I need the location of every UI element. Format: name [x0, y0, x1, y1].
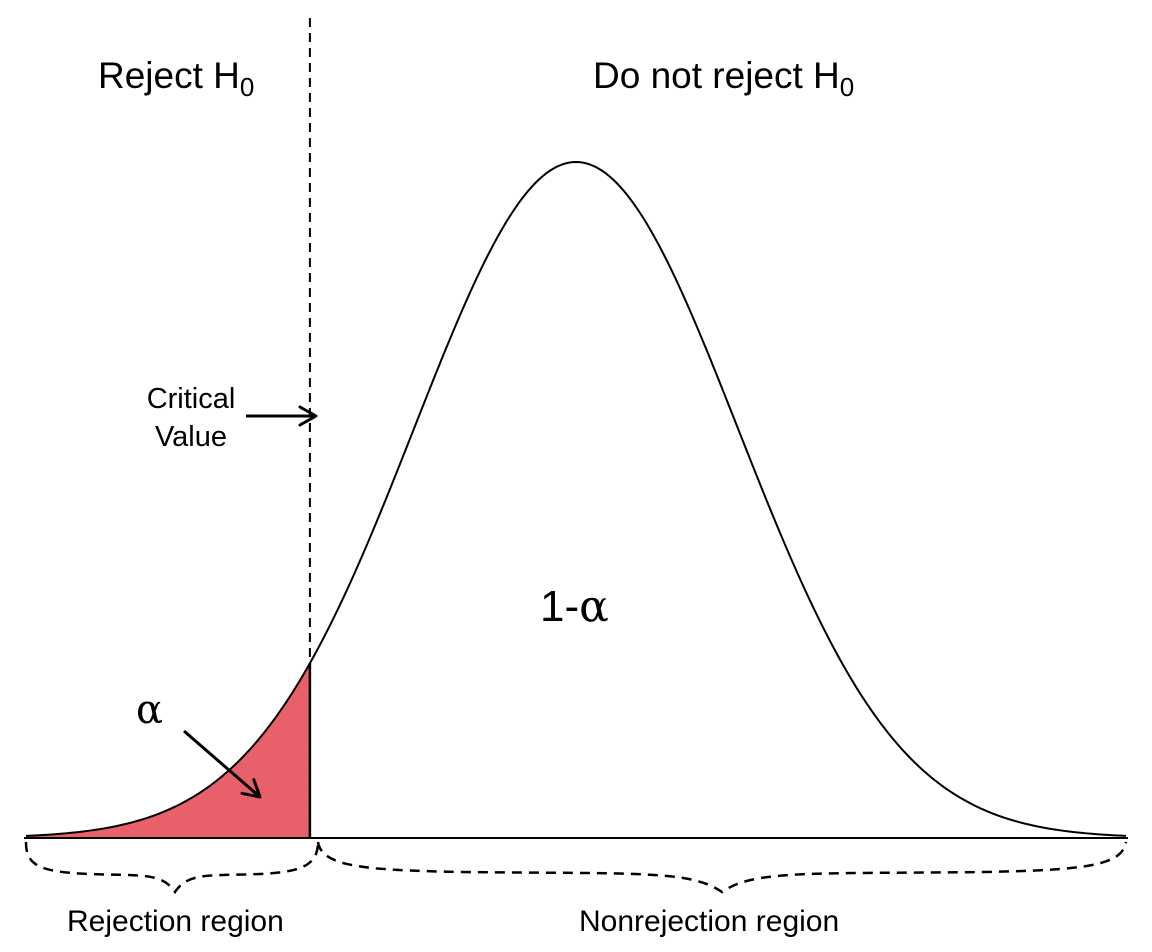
- critical-value-line1: Critical: [146, 383, 236, 415]
- rejection-region-label: Rejection region: [67, 905, 284, 938]
- nonrejection-region-brace: [316, 841, 1128, 894]
- one-minus-alpha-label: 1-α: [540, 581, 609, 632]
- normal-distribution-curve: [25, 160, 1127, 837]
- alpha-arrow: [183, 729, 262, 799]
- rejection-area-fill: [26, 663, 310, 838]
- nonrejection-region-label: Nonrejection region: [579, 905, 840, 938]
- critical-value-line2: Value: [154, 421, 228, 453]
- reject-h0-label: Reject H0: [98, 55, 255, 102]
- rejection-region-brace: [24, 841, 320, 895]
- critical-value-label: Critical Value: [132, 380, 250, 456]
- alpha-label: α: [136, 687, 164, 733]
- do-not-reject-h0-label: Do not reject H0: [593, 55, 855, 102]
